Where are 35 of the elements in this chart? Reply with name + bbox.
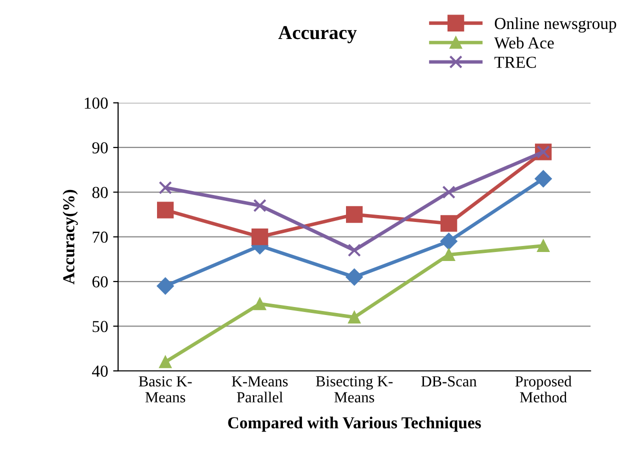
y-tick-label: 70 [92,232,108,243]
point [534,170,552,188]
y-tick-label: 40 [92,366,108,377]
x-tick-label: K-Means Parallel [232,376,288,402]
point [252,228,268,246]
point [537,240,550,252]
point [158,181,172,194]
point [348,311,361,324]
point [157,202,174,218]
legend-label: Web Ace [494,36,554,49]
y-axis-title: Accuracy(%) [62,190,78,284]
chart-title: Accuracy [278,26,357,44]
legend-label: Online newsgroup [494,17,616,33]
point [442,186,456,199]
y-tick-label: 100 [84,98,108,109]
y-tick-label: 90 [92,142,108,154]
point [440,232,458,250]
point [156,277,174,295]
point [442,248,456,261]
point [440,215,458,232]
x-axis-title: Compared with Various Techniques [228,416,481,432]
y-tick-label: 80 [92,186,108,198]
legend-label: TREC [494,56,536,68]
point [346,268,363,286]
x-tick-label: Basic K- Means [138,376,192,402]
y-tick-label: 60 [92,276,108,288]
y-tick-label: 50 [92,320,108,332]
point [254,298,266,310]
point [346,206,363,223]
point [253,198,266,212]
point [348,244,361,257]
x-tick-label: Proposed Method [515,376,572,402]
x-tick-label: DB-Scan [421,376,477,386]
x-tick-label: Bisecting K- Means [316,376,393,402]
point [159,356,172,368]
